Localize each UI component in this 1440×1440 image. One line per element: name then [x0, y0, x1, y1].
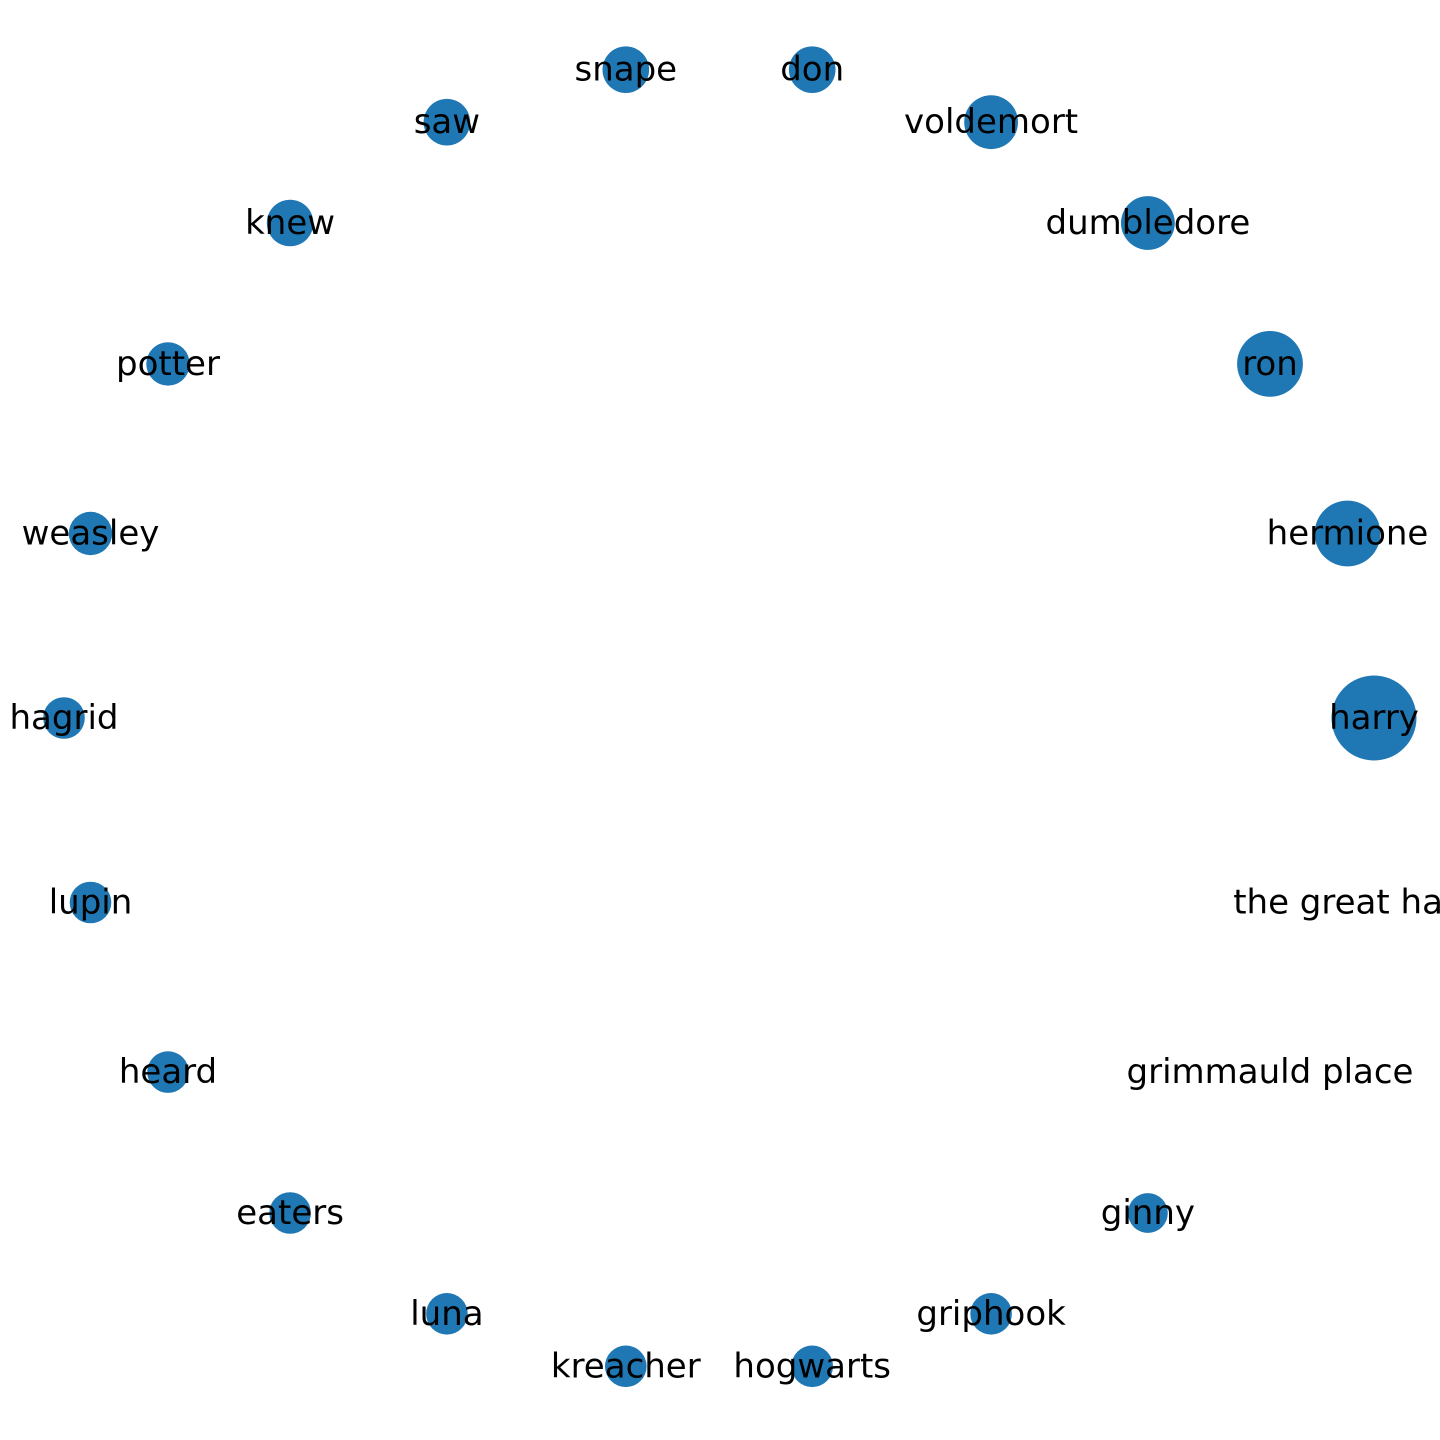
node-luna	[426, 1293, 468, 1335]
node-label-knew: knew	[245, 203, 335, 243]
node-label-the-great-hall: the great hall	[1233, 883, 1440, 923]
node-label-eaters: eaters	[236, 1193, 344, 1233]
node-label-hogwarts: hogwarts	[733, 1346, 891, 1386]
node-label-hagrid: hagrid	[10, 698, 119, 738]
node-snape	[602, 46, 650, 93]
node-label-hermione: hermione	[1267, 514, 1429, 554]
node-potter	[146, 342, 190, 386]
node-hogwarts	[791, 1345, 833, 1388]
node-hermione	[1314, 500, 1381, 567]
node-label-saw: saw	[414, 102, 480, 142]
node-heard	[147, 1051, 189, 1093]
node-harry	[1331, 675, 1417, 761]
node-ron	[1237, 331, 1303, 397]
node-label-snape: snape	[574, 50, 677, 90]
node-label-ron: ron	[1242, 344, 1298, 384]
node-label-griphook: griphook	[916, 1294, 1066, 1334]
node-label-potter: potter	[116, 344, 220, 384]
node-label-kreacher: kreacher	[551, 1346, 701, 1386]
node-label-ginny: ginny	[1101, 1193, 1195, 1233]
node-kreacher	[605, 1345, 647, 1388]
node-label-weasley: weasley	[22, 514, 160, 554]
node-hagrid	[43, 697, 85, 739]
node-label-harry: harry	[1329, 698, 1419, 738]
node-knew	[266, 199, 314, 247]
node-don	[788, 46, 836, 93]
node-saw	[423, 98, 471, 146]
node-label-grimmauld-place: grimmauld place	[1127, 1052, 1414, 1092]
node-weasley	[68, 511, 113, 556]
node-label-luna: luna	[410, 1294, 483, 1334]
node-eaters	[269, 1192, 311, 1234]
node-voldemort	[964, 95, 1018, 150]
node-label-dumbledore: dumbledore	[1046, 203, 1251, 243]
nodes-layer	[43, 46, 1417, 1388]
node-label-heard: heard	[119, 1052, 217, 1092]
node-label-lupin: lupin	[49, 883, 133, 923]
node-dumbledore	[1121, 196, 1175, 250]
node-label-don: don	[780, 50, 844, 90]
node-label-voldemort: voldemort	[904, 102, 1078, 142]
node-ginny	[1128, 1193, 1168, 1233]
node-lupin	[69, 881, 112, 924]
labels-layer: harry hermione ron dumbledore voldemort don sn…	[10, 50, 1440, 1387]
node-griphook	[970, 1293, 1012, 1335]
